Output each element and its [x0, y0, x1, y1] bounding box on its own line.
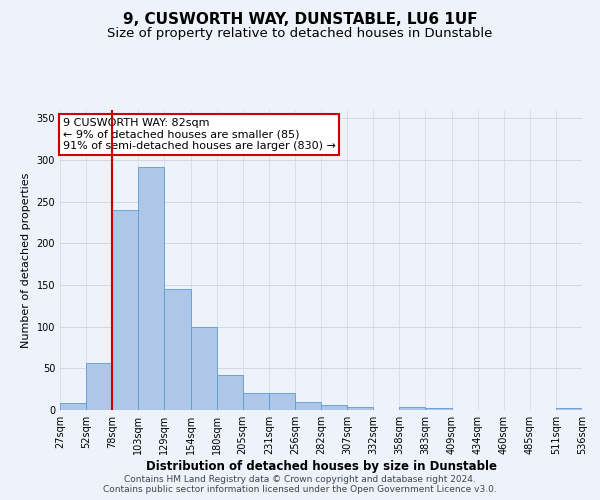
Bar	[269, 394, 295, 410]
Text: Size of property relative to detached houses in Dunstable: Size of property relative to detached ho…	[107, 28, 493, 40]
Bar	[86, 362, 112, 410]
Bar	[164, 289, 191, 410]
Text: 9, CUSWORTH WAY, DUNSTABLE, LU6 1UF: 9, CUSWORTH WAY, DUNSTABLE, LU6 1UF	[122, 12, 478, 28]
Text: Contains HM Land Registry data © Crown copyright and database right 2024.: Contains HM Land Registry data © Crown c…	[124, 475, 476, 484]
Bar	[321, 405, 347, 410]
X-axis label: Distribution of detached houses by size in Dunstable: Distribution of detached houses by size …	[146, 460, 497, 473]
Y-axis label: Number of detached properties: Number of detached properties	[21, 172, 31, 348]
Bar	[217, 375, 243, 410]
Text: Contains public sector information licensed under the Open Government Licence v3: Contains public sector information licen…	[103, 485, 497, 494]
Bar	[425, 408, 452, 410]
Bar	[295, 402, 321, 410]
Bar	[556, 408, 582, 410]
Bar	[139, 166, 164, 410]
Bar	[112, 210, 139, 410]
Bar	[60, 404, 86, 410]
Bar	[347, 406, 373, 410]
Bar	[400, 406, 425, 410]
Bar	[191, 326, 217, 410]
Bar	[242, 394, 269, 410]
Text: 9 CUSWORTH WAY: 82sqm
← 9% of detached houses are smaller (85)
91% of semi-detac: 9 CUSWORTH WAY: 82sqm ← 9% of detached h…	[62, 118, 335, 150]
